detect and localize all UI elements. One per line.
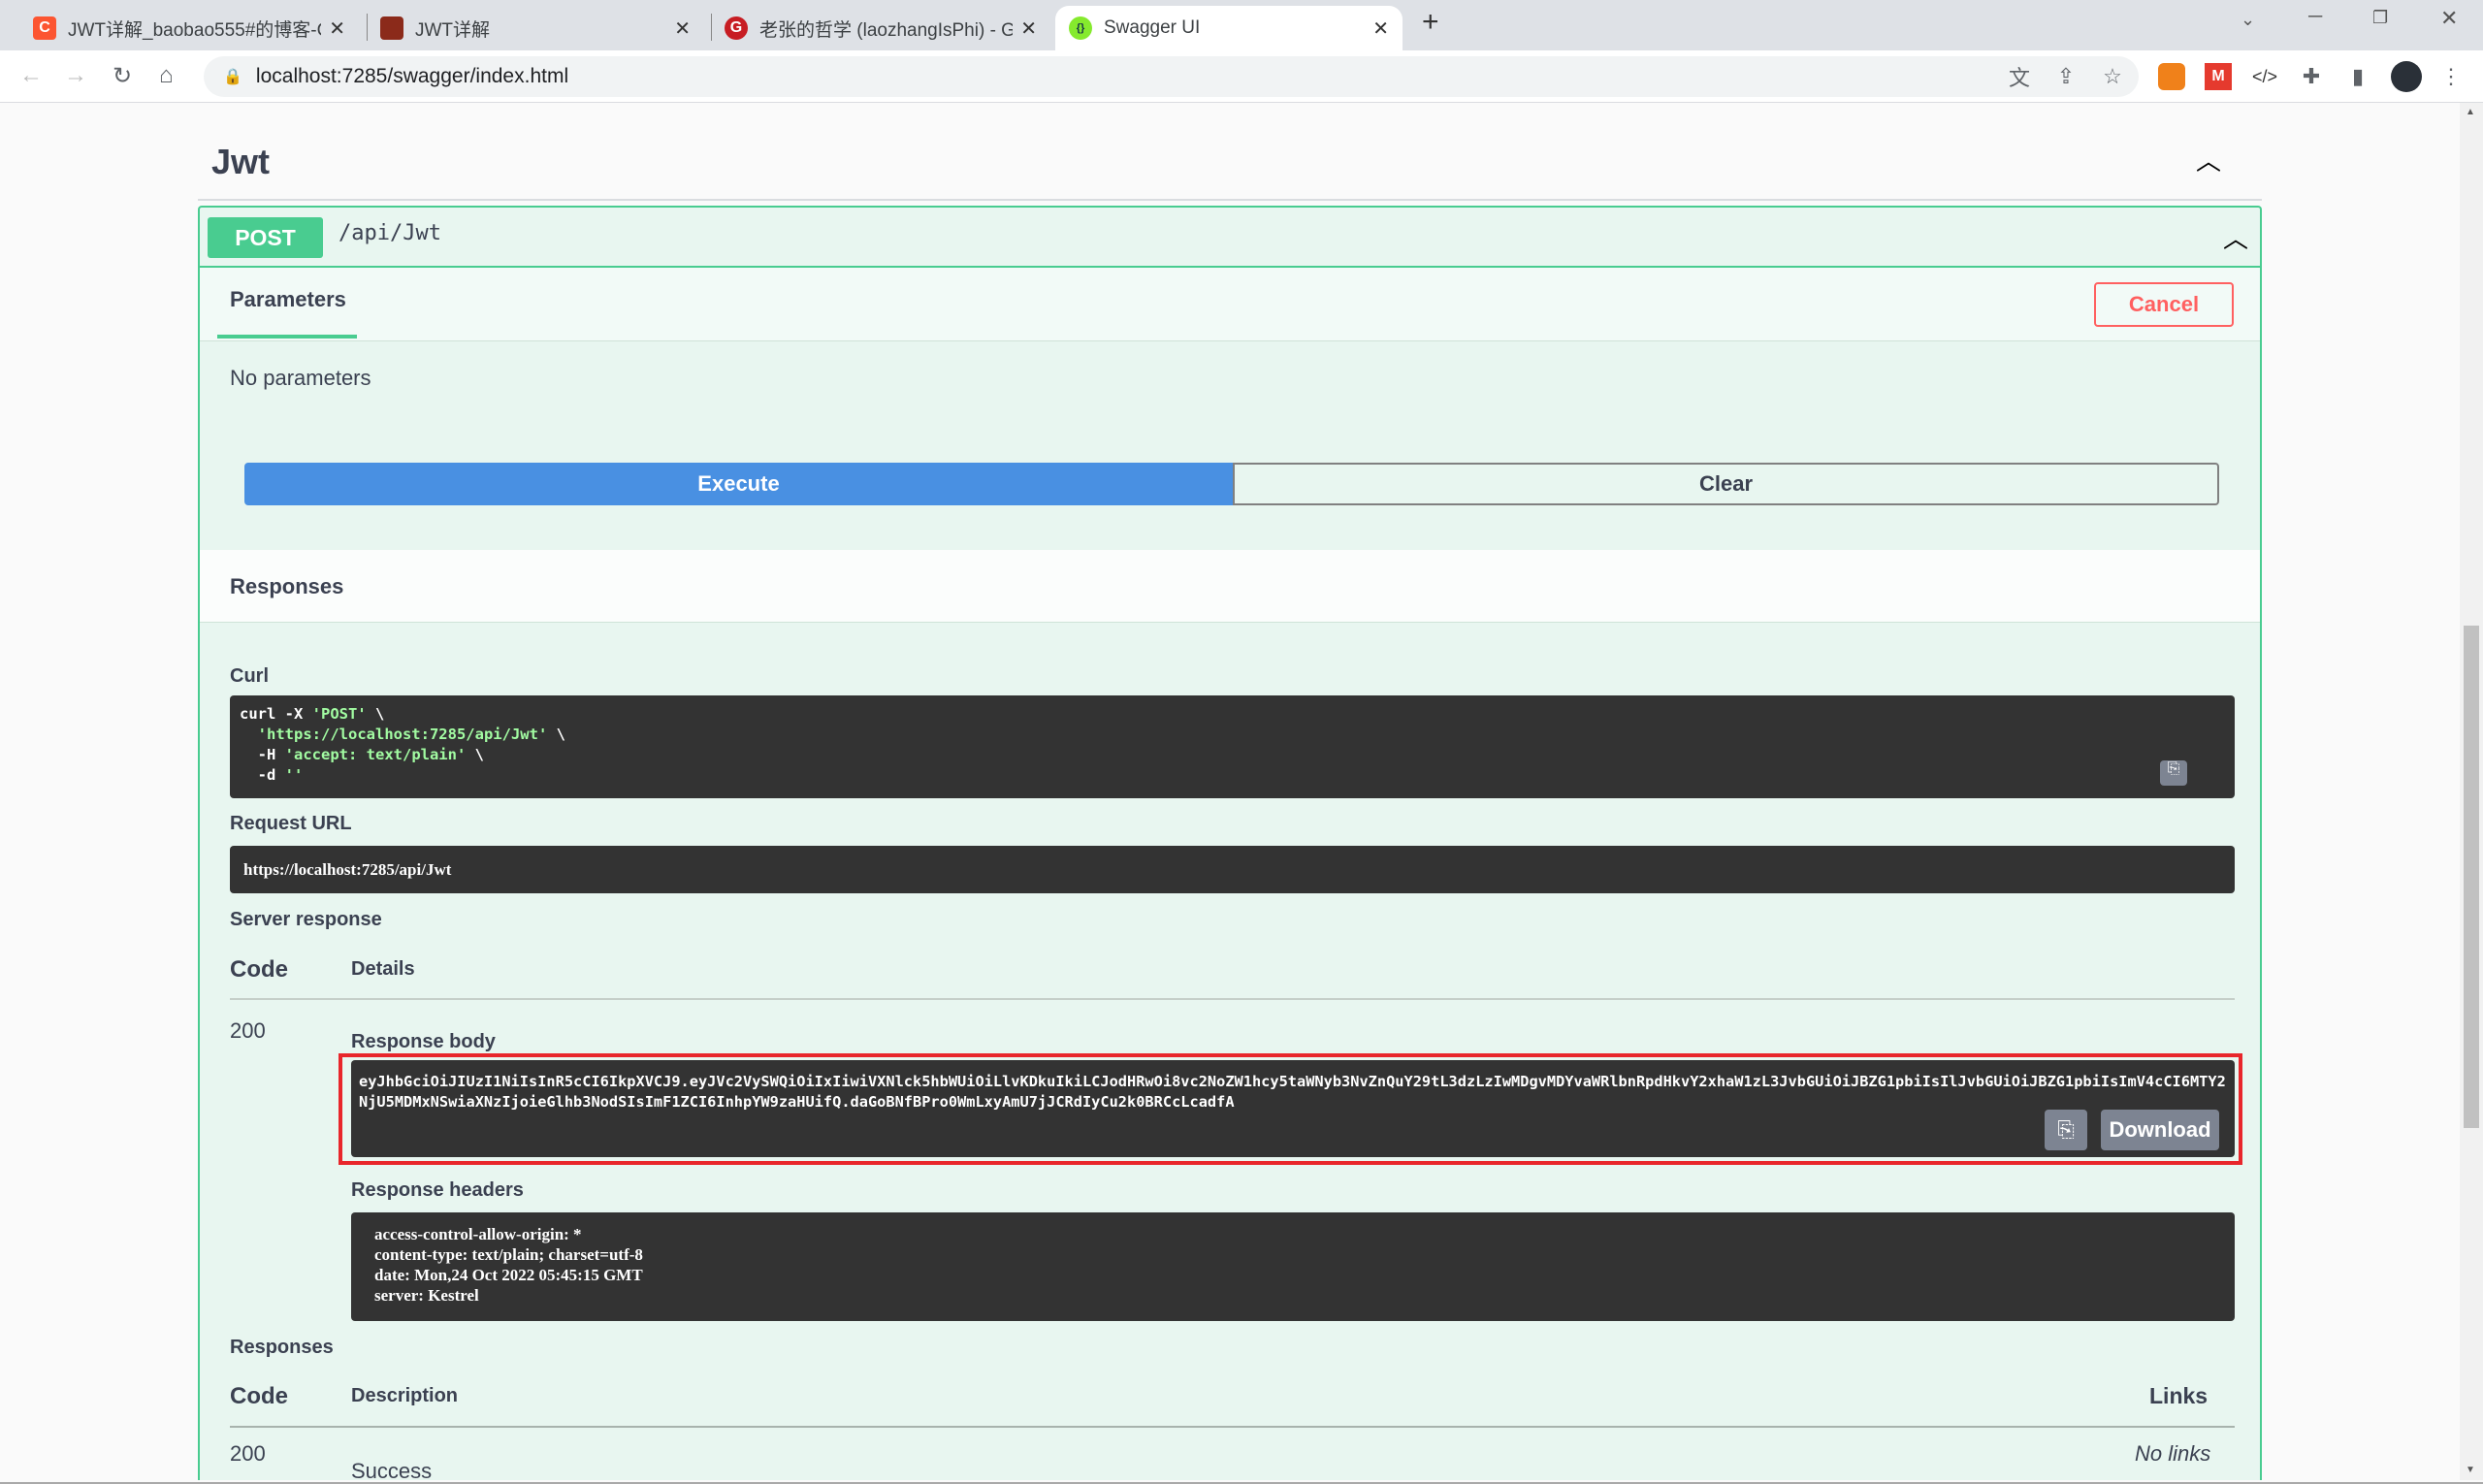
highlight-box (339, 1053, 2242, 1165)
operation-block: POST /api/Jwt ︿ Parameters Cancel No par… (198, 206, 2262, 1483)
details-header: Details (351, 958, 415, 980)
swagger-icon: {} (1069, 16, 1092, 40)
avatar[interactable] (2391, 61, 2422, 92)
close-tab-icon[interactable]: ✕ (674, 17, 691, 40)
code-header: Code (230, 956, 288, 983)
vertical-scrollbar[interactable]: ▲ ▼ (2460, 103, 2483, 1480)
response-code: 200 (230, 1441, 266, 1466)
menu-kebab-icon[interactable]: ⋮ (2440, 64, 2462, 88)
operation-path: /api/Jwt (339, 221, 441, 245)
address-bar-row: ← → ↻ ⌂ 🔒 localhost:7285/swagger/index.h… (0, 50, 2483, 103)
tab-parameters[interactable]: Parameters (230, 287, 346, 311)
tab-jwt[interactable]: JWT详解 ✕ (367, 6, 704, 50)
restore-button[interactable]: ❐ (2372, 8, 2389, 27)
extensions-puzzle-icon[interactable]: ✚ (2302, 64, 2321, 88)
no-parameters-text: No parameters (230, 366, 371, 390)
gitee-icon: G (725, 16, 748, 40)
close-tab-icon[interactable]: ✕ (1372, 17, 1389, 40)
links-header: Links (2149, 1383, 2209, 1408)
execute-button[interactable]: Execute (244, 463, 1233, 505)
copy-response-icon[interactable]: ⎘ (2045, 1110, 2087, 1150)
collapse-operation-icon[interactable]: ︿ (2223, 224, 2249, 253)
responses-label: Responses (230, 1337, 334, 1358)
back-icon[interactable]: ← (19, 62, 43, 88)
section-title: Jwt (211, 142, 271, 181)
response-headers-label: Response headers (351, 1179, 524, 1201)
response-headers: access-control-allow-origin: * content-t… (351, 1212, 2235, 1321)
response-description: Success (351, 1459, 433, 1483)
scrollbar-thumb[interactable] (2464, 626, 2479, 1128)
server-response-label: Server response (230, 909, 382, 930)
status-code: 200 (230, 1018, 266, 1043)
request-url-label: Request URL (230, 813, 352, 834)
metamask-icon[interactable] (2158, 63, 2185, 90)
new-tab-button[interactable]: + (1422, 6, 1439, 38)
cancel-button[interactable]: Cancel (2094, 282, 2234, 327)
tab-search-icon[interactable]: ⌄ (2241, 10, 2256, 29)
minimize-button[interactable]: ─ (2308, 6, 2323, 27)
url-input[interactable]: 🔒 localhost:7285/swagger/index.html (204, 56, 2139, 97)
tab-swagger[interactable]: {} Swagger UI ✕ (1055, 6, 1403, 50)
request-url-value: https://localhost:7285/api/Jwt (230, 846, 2235, 893)
image-icon (380, 16, 403, 40)
share-icon[interactable]: ⇪ (2056, 64, 2076, 88)
method-badge: POST (208, 217, 323, 258)
response-body-text: eyJhbGciOiJIUzI1NiIsInR5cCI6IkpXVCJ9.eyJ… (359, 1073, 2226, 1111)
curl-block: curl -X 'POST' \ 'https://localhost:7285… (230, 695, 2235, 798)
code-header: Code (230, 1383, 288, 1409)
curl-label: Curl (230, 665, 269, 687)
side-panel-icon[interactable]: ▮ (2351, 64, 2365, 88)
response-links: No links (2135, 1441, 2211, 1466)
bookmark-star-icon[interactable]: ☆ (2103, 64, 2122, 88)
clear-button[interactable]: Clear (1233, 463, 2219, 505)
operation-summary[interactable]: POST /api/Jwt ︿ (200, 208, 2260, 268)
close-window-button[interactable]: ✕ (2440, 6, 2459, 30)
code-extension-icon[interactable]: </> (2251, 66, 2278, 86)
home-icon[interactable]: ⌂ (159, 62, 174, 88)
response-body: eyJhbGciOiJIUzI1NiIsInR5cCI6IkpXVCJ9.eyJ… (351, 1060, 2235, 1157)
copy-curl-icon[interactable]: ⎘ (2160, 760, 2187, 786)
description-header: Description (351, 1385, 459, 1406)
tab-bar: C JWT详解_baobao555#的博客-C ✕ JWT详解 ✕ G 老张的哲… (0, 0, 2483, 50)
close-tab-icon[interactable]: ✕ (1020, 17, 1037, 40)
tab-csdn[interactable]: C JWT详解_baobao555#的博客-C ✕ (19, 6, 359, 50)
tab-gitee[interactable]: G 老张的哲学 (laozhangIsPhi) - Gi ✕ (711, 6, 1050, 50)
download-button[interactable]: Download (2101, 1110, 2219, 1150)
translate-icon[interactable]: 文 (2008, 66, 2030, 90)
close-tab-icon[interactable]: ✕ (329, 17, 345, 40)
forward-icon[interactable]: → (64, 62, 87, 88)
swagger-page: Jwt ︿ POST /api/Jwt ︿ Parameters Cancel … (0, 103, 2460, 1483)
bottom-edge (0, 1482, 2483, 1484)
response-body-label: Response body (351, 1031, 496, 1052)
csdn-icon: C (33, 16, 56, 40)
lock-icon: 🔒 (223, 69, 242, 85)
m-extension-icon[interactable]: M (2205, 63, 2232, 90)
reload-icon[interactable]: ↻ (113, 63, 133, 89)
collapse-section-icon[interactable]: ︿ (2196, 146, 2222, 176)
responses-title: Responses (230, 574, 344, 598)
